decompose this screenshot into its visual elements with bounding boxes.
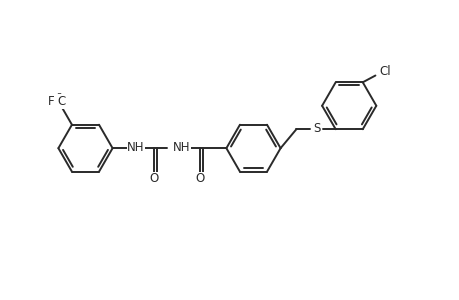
Text: 3: 3 xyxy=(56,94,62,103)
Text: F: F xyxy=(47,95,54,108)
Text: NH: NH xyxy=(172,141,190,154)
Text: O: O xyxy=(149,172,158,185)
Text: O: O xyxy=(195,172,204,185)
Text: S: S xyxy=(312,122,320,135)
Text: C: C xyxy=(57,95,66,108)
Text: NH: NH xyxy=(127,141,145,154)
Text: Cl: Cl xyxy=(379,64,390,77)
